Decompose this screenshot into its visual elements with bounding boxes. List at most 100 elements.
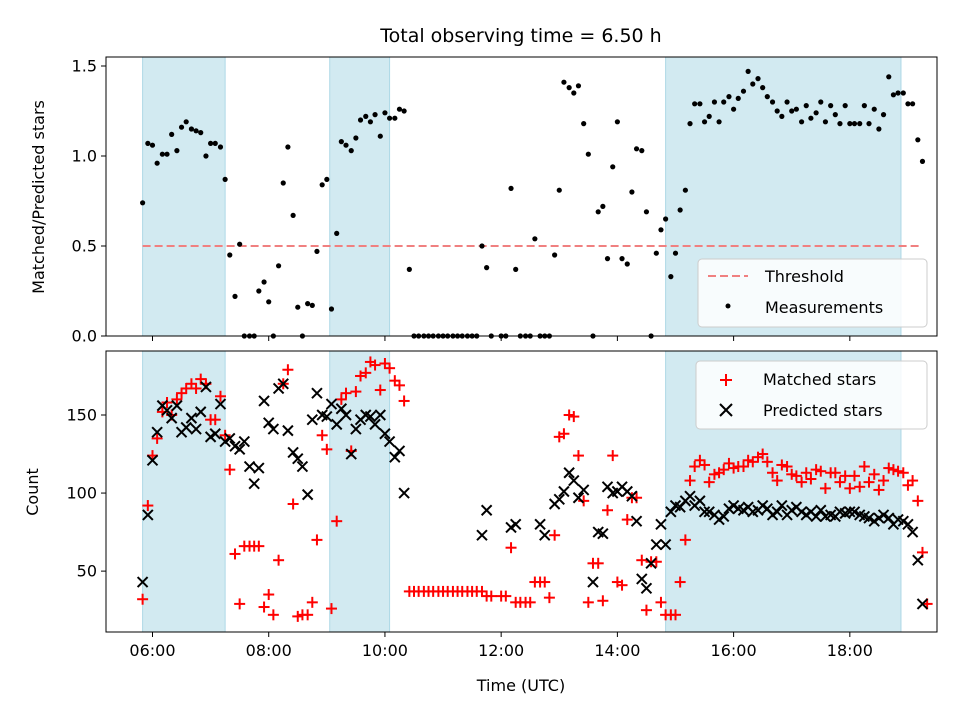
matched-star-point bbox=[572, 450, 584, 462]
matched-star-point bbox=[258, 601, 270, 613]
matched-star-point bbox=[568, 411, 580, 423]
measurement-point bbox=[513, 266, 519, 272]
bottom-predicted-points bbox=[136, 378, 929, 610]
predicted-star-point bbox=[553, 493, 565, 506]
predicted-star-point bbox=[645, 557, 657, 570]
measurement-point bbox=[508, 185, 514, 191]
measurement-point bbox=[164, 151, 170, 157]
measurement-point bbox=[668, 274, 674, 280]
predicted-star-point bbox=[146, 454, 159, 466]
measurement-point bbox=[290, 212, 296, 218]
measurement-point bbox=[813, 110, 819, 116]
matched-star-point bbox=[398, 395, 410, 407]
top-band-1 bbox=[329, 56, 391, 337]
predicted-star-point bbox=[815, 504, 827, 516]
measurement-point bbox=[890, 92, 897, 98]
measurement-point bbox=[764, 94, 770, 100]
matched-star-point bbox=[549, 529, 561, 541]
measurement-point bbox=[604, 256, 611, 262]
matched-star-point bbox=[737, 461, 749, 473]
matched-star-point bbox=[878, 475, 890, 487]
measurement-point bbox=[149, 142, 156, 148]
measurement-point bbox=[818, 99, 824, 105]
predicted-star-point bbox=[325, 398, 338, 410]
measurement-point bbox=[232, 293, 238, 299]
predicted-star-point bbox=[718, 510, 730, 523]
predicted-star-point bbox=[810, 510, 822, 523]
measurement-point bbox=[266, 299, 272, 305]
predicted-star-point bbox=[902, 518, 914, 530]
matched-star-point bbox=[209, 414, 221, 426]
matched-star-point bbox=[679, 534, 691, 546]
measurement-point bbox=[716, 119, 722, 125]
measurement-point bbox=[663, 216, 669, 222]
measurement-point bbox=[774, 108, 780, 114]
matched-star-point bbox=[325, 603, 337, 615]
matched-star-point bbox=[137, 593, 149, 605]
measurement-point bbox=[581, 121, 587, 127]
predicted-star-point bbox=[398, 487, 410, 499]
legend-matched-swatch bbox=[720, 374, 732, 386]
measurement-point bbox=[367, 119, 374, 125]
matched-star-point bbox=[796, 476, 808, 488]
measurement-point bbox=[895, 90, 901, 96]
matched-star-point bbox=[142, 500, 154, 512]
measurement-point bbox=[571, 90, 577, 96]
matched-star-point bbox=[892, 465, 904, 477]
bottom-panel: 50 100 150 06:00 08:00 10:00 12:00 14:00 16:00 1… bbox=[23, 350, 938, 695]
matched-star-point bbox=[848, 470, 860, 482]
measurement-point bbox=[789, 108, 795, 114]
measurement-point bbox=[575, 83, 582, 89]
predicted-star-point bbox=[844, 506, 856, 518]
matched-star-point bbox=[815, 465, 827, 477]
predicted-star-point bbox=[393, 445, 406, 457]
predicted-star-point bbox=[350, 423, 362, 435]
matched-star-point bbox=[858, 461, 870, 473]
measurement-point bbox=[760, 85, 766, 91]
legend-predicted-label: Predicted stars bbox=[763, 401, 883, 420]
matched-star-point bbox=[767, 467, 779, 479]
matched-star-point bbox=[287, 498, 299, 510]
matched-star-point bbox=[602, 504, 614, 516]
measurement-point bbox=[212, 140, 218, 146]
measurement-point bbox=[353, 135, 359, 141]
matched-star-point bbox=[621, 514, 633, 526]
matched-star-point bbox=[219, 429, 231, 441]
matched-star-point bbox=[190, 382, 202, 394]
measurement-point bbox=[629, 189, 635, 195]
matched-star-point bbox=[393, 379, 405, 391]
predicted-star-point bbox=[238, 435, 251, 448]
matched-star-point bbox=[703, 476, 715, 488]
top-ytick-label: 0.5 bbox=[72, 237, 97, 256]
matched-star-point bbox=[263, 589, 275, 601]
bottom-ytick-label: 150 bbox=[66, 406, 97, 425]
top-band-0 bbox=[142, 56, 226, 337]
bottom-xtick-label: 10:00 bbox=[362, 641, 408, 660]
measurement-point bbox=[479, 243, 485, 249]
measurement-point bbox=[880, 112, 887, 118]
measurement-point bbox=[556, 187, 562, 193]
matched-star-point bbox=[607, 450, 619, 462]
predicted-star-point bbox=[684, 490, 696, 502]
measurement-point bbox=[285, 144, 291, 150]
measurement-point bbox=[624, 261, 630, 267]
measurement-point bbox=[701, 119, 708, 125]
matched-star-point bbox=[747, 456, 759, 468]
measurement-point bbox=[711, 99, 718, 105]
top-panel: 0.0 0.5 1.0 1.5 Matched/Predicted stars Thr… bbox=[29, 56, 938, 346]
measurement-point bbox=[338, 139, 344, 145]
predicted-star-point bbox=[906, 526, 919, 538]
measurement-point bbox=[633, 146, 640, 152]
measurement-point bbox=[842, 103, 848, 109]
predicted-star-point bbox=[703, 506, 715, 518]
predicted-star-point bbox=[776, 499, 788, 512]
matched-star-point bbox=[790, 470, 802, 482]
matched-star-point bbox=[267, 609, 279, 621]
predicted-star-point bbox=[277, 378, 289, 390]
matched-star-point bbox=[781, 461, 793, 473]
measurement-point bbox=[832, 112, 838, 118]
matched-star-point bbox=[718, 464, 730, 476]
top-measurements bbox=[140, 68, 926, 339]
matched-star-point bbox=[224, 464, 236, 476]
bottom-legend: Matched stars Predicted stars bbox=[695, 360, 928, 430]
